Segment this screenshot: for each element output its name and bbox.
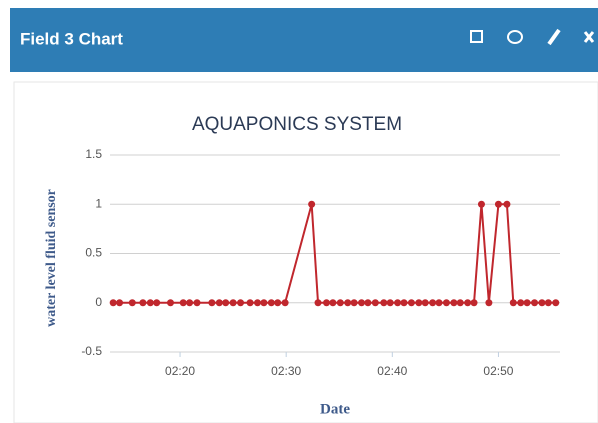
data-point (464, 299, 472, 307)
header-title: Field 3 Chart (20, 29, 123, 48)
data-point (237, 299, 245, 307)
data-point (229, 299, 237, 307)
y-tick-label: 0 (95, 295, 102, 309)
data-point (179, 299, 187, 307)
data-point (215, 299, 223, 307)
data-point (477, 200, 485, 208)
data-point (371, 299, 379, 307)
data-point (442, 299, 450, 307)
data-point (139, 299, 147, 307)
chart-panel (13, 81, 598, 423)
data-point (509, 299, 517, 307)
data-point (222, 299, 230, 307)
data-point (260, 299, 268, 307)
data-point (186, 299, 194, 307)
open-icon[interactable] (470, 30, 483, 43)
data-point (523, 299, 531, 307)
data-point (254, 299, 262, 307)
data-point (323, 299, 331, 307)
data-point (494, 200, 502, 208)
data-point (552, 299, 560, 307)
data-point (146, 299, 154, 307)
data-point (364, 299, 372, 307)
data-point (450, 299, 458, 307)
header-bar (10, 8, 598, 72)
data-point (456, 299, 464, 307)
x-tick-label: 02:20 (165, 364, 195, 378)
y-axis-label: water level fluid sensor (44, 189, 59, 327)
data-point (415, 299, 423, 307)
data-point (386, 299, 394, 307)
comment-icon[interactable] (507, 30, 523, 44)
data-point (246, 299, 254, 307)
data-point (116, 299, 124, 307)
x-tick-label: 02:30 (271, 364, 301, 378)
y-tick-label: -0.5 (81, 344, 102, 358)
data-point (429, 299, 437, 307)
data-point (380, 299, 388, 307)
data-point (274, 299, 282, 307)
data-point (470, 299, 478, 307)
close-icon[interactable] (583, 31, 595, 43)
x-axis-label: Date (320, 401, 350, 417)
data-point (407, 299, 415, 307)
data-point (350, 299, 358, 307)
data-point (485, 299, 493, 307)
data-point (421, 299, 429, 307)
data-point (267, 299, 275, 307)
data-point (544, 299, 552, 307)
data-point (400, 299, 408, 307)
data-point (344, 299, 352, 307)
data-point (394, 299, 402, 307)
data-point (166, 299, 174, 307)
y-tick-label: 1 (95, 196, 102, 210)
data-point (281, 299, 289, 307)
data-point (193, 299, 201, 307)
data-point (308, 200, 316, 208)
data-point (435, 299, 443, 307)
y-tick-label: 0.5 (85, 246, 102, 260)
data-point (208, 299, 216, 307)
y-tick-label: 1.5 (85, 147, 102, 161)
edit-icon[interactable] (547, 28, 561, 46)
data-point (517, 299, 525, 307)
data-point (531, 299, 539, 307)
header-icons[interactable] (470, 28, 595, 46)
data-point (336, 299, 344, 307)
data-point (358, 299, 366, 307)
data-point (153, 299, 161, 307)
data-point (538, 299, 546, 307)
data-point (503, 200, 511, 208)
data-point (329, 299, 337, 307)
data-point (128, 299, 136, 307)
x-tick-label: 02:50 (483, 364, 513, 378)
data-point (314, 299, 322, 307)
x-tick-label: 02:40 (377, 364, 407, 378)
data-point (109, 299, 117, 307)
chart-title: AQUAPONICS SYSTEM (192, 114, 402, 135)
